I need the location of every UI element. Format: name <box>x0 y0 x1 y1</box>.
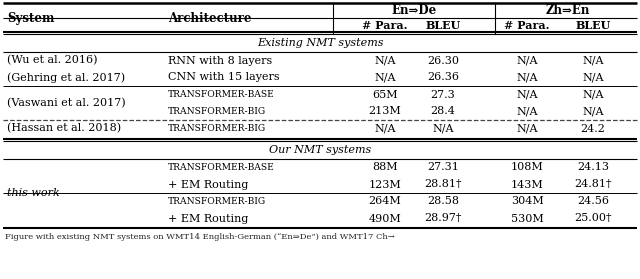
Text: 213M: 213M <box>369 107 401 117</box>
Text: 108M: 108M <box>511 162 543 172</box>
Text: 65M: 65M <box>372 90 398 100</box>
Text: 26.36: 26.36 <box>427 73 459 83</box>
Text: 123M: 123M <box>369 179 401 189</box>
Text: N/A: N/A <box>516 90 538 100</box>
Text: TRANSFORMER-BIG: TRANSFORMER-BIG <box>168 107 266 116</box>
Text: TRANSFORMER-BIG: TRANSFORMER-BIG <box>168 124 266 133</box>
Text: 530M: 530M <box>511 213 543 223</box>
Text: (Wu et al. 2016): (Wu et al. 2016) <box>7 55 97 66</box>
Text: (Hassan et al. 2018): (Hassan et al. 2018) <box>7 123 121 134</box>
Text: # Para.: # Para. <box>504 20 550 31</box>
Text: N/A: N/A <box>374 56 396 66</box>
Text: Existing NMT systems: Existing NMT systems <box>257 38 383 48</box>
Text: N/A: N/A <box>516 73 538 83</box>
Text: 24.2: 24.2 <box>580 124 605 133</box>
Text: BLEU: BLEU <box>575 20 611 31</box>
Text: 28.97†: 28.97† <box>424 213 461 223</box>
Text: N/A: N/A <box>516 124 538 133</box>
Text: + EM Routing: + EM Routing <box>168 213 248 223</box>
Text: TRANSFORMER-BASE: TRANSFORMER-BASE <box>168 90 275 99</box>
Text: Architecture: Architecture <box>168 12 252 25</box>
Text: 88M: 88M <box>372 162 398 172</box>
Text: N/A: N/A <box>582 73 604 83</box>
Text: 24.13: 24.13 <box>577 162 609 172</box>
Text: # Para.: # Para. <box>362 20 408 31</box>
Text: N/A: N/A <box>582 56 604 66</box>
Text: CNN with 15 layers: CNN with 15 layers <box>168 73 280 83</box>
Text: 28.4: 28.4 <box>431 107 456 117</box>
Text: 24.81†: 24.81† <box>574 179 612 189</box>
Text: 264M: 264M <box>369 196 401 206</box>
Text: RNN with 8 layers: RNN with 8 layers <box>168 56 272 66</box>
Text: TRANSFORMER-BASE: TRANSFORMER-BASE <box>168 163 275 172</box>
Text: N/A: N/A <box>374 73 396 83</box>
Text: Figure with existing NMT systems on WMT14 English-German (“En⇒De”) and WMT17 Ch→: Figure with existing NMT systems on WMT1… <box>5 233 395 241</box>
Text: N/A: N/A <box>516 107 538 117</box>
Text: BLEU: BLEU <box>426 20 461 31</box>
Text: this work: this work <box>7 188 60 198</box>
Text: 24.56: 24.56 <box>577 196 609 206</box>
Text: 143M: 143M <box>511 179 543 189</box>
Text: (Vaswani et al. 2017): (Vaswani et al. 2017) <box>7 98 125 108</box>
Text: N/A: N/A <box>582 90 604 100</box>
Text: 28.58: 28.58 <box>427 196 459 206</box>
Text: (Gehring et al. 2017): (Gehring et al. 2017) <box>7 72 125 83</box>
Text: TRANSFORMER-BIG: TRANSFORMER-BIG <box>168 197 266 206</box>
Text: Zh⇒En: Zh⇒En <box>545 4 589 17</box>
Text: 25.00†: 25.00† <box>574 213 612 223</box>
Text: 304M: 304M <box>511 196 543 206</box>
Text: System: System <box>7 12 54 25</box>
Text: 27.31: 27.31 <box>427 162 459 172</box>
Text: N/A: N/A <box>374 124 396 133</box>
Text: 28.81†: 28.81† <box>424 179 461 189</box>
Text: 26.30: 26.30 <box>427 56 459 66</box>
Text: En⇒De: En⇒De <box>392 4 436 17</box>
Text: Our NMT systems: Our NMT systems <box>269 145 371 155</box>
Text: N/A: N/A <box>582 107 604 117</box>
Text: N/A: N/A <box>432 124 454 133</box>
Text: 490M: 490M <box>369 213 401 223</box>
Text: N/A: N/A <box>516 56 538 66</box>
Text: + EM Routing: + EM Routing <box>168 179 248 189</box>
Text: 27.3: 27.3 <box>431 90 456 100</box>
